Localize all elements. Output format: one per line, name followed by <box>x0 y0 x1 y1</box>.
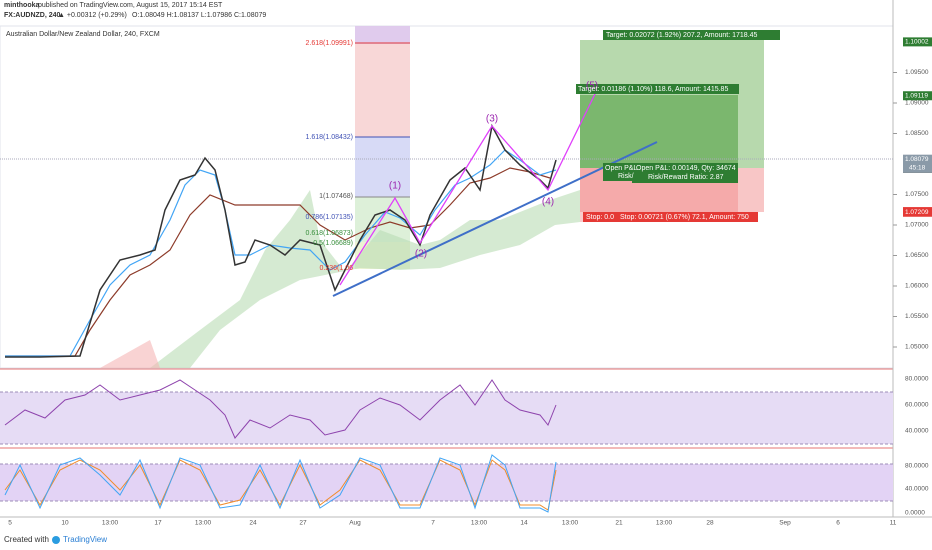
stoch-axis-label: 80.0000 <box>905 463 929 470</box>
wave-label: (4) <box>542 197 554 208</box>
countdown: 45:18 <box>909 165 926 172</box>
footer-brand: TradingView <box>63 535 107 544</box>
stoch-axis-label: 0.0000 <box>905 510 925 517</box>
target-label-box <box>603 30 780 40</box>
price-tick-label: 1.09500 <box>905 69 929 76</box>
price-tick-label: 1.06000 <box>905 283 929 290</box>
time-tick-label: Aug <box>349 520 361 527</box>
wave-label: (5) <box>586 81 598 92</box>
stoch-axis-label: 40.0000 <box>905 486 929 493</box>
fib-label: 0.5(1.06689) <box>313 240 353 247</box>
pnl-box <box>603 163 633 181</box>
price-marker-label: 1.08079 <box>905 156 929 163</box>
price-line <box>5 123 557 358</box>
ichimoku-cloud <box>100 340 160 368</box>
fib-label: 2.618(1.09991) <box>306 40 353 47</box>
fib-label: 0.786(1.07135) <box>306 214 353 221</box>
wave-label: (3) <box>486 114 498 125</box>
price-marker <box>903 37 932 47</box>
time-tick-label: 17 <box>154 520 162 527</box>
published: published on TradingView.com, August 15,… <box>38 2 223 9</box>
stoch-k <box>4 454 557 513</box>
rsi-line <box>4 379 557 439</box>
price-tick-label: 1.07500 <box>905 191 929 198</box>
stoch-band <box>0 464 893 501</box>
target-zone <box>580 95 738 168</box>
time-tick-label: 13:00 <box>562 520 579 527</box>
time-tick-label: 24 <box>249 520 257 527</box>
ohlc: O:1.08049 H:1.08137 L:1.07986 C:1.08079 <box>132 12 266 19</box>
price-marker <box>903 154 932 164</box>
logo <box>52 536 60 544</box>
time-tick-label: 11 <box>890 520 897 527</box>
rsi-axis-label: 60.0000 <box>905 402 929 409</box>
instrument: Australian Dollar/New Zealand Dollar, 24… <box>6 31 160 38</box>
time-tick-label: 7 <box>431 520 435 527</box>
price-tick-label: 1.07000 <box>905 222 929 229</box>
pnl-label: Open P&L: 0.00149, Qty: 34674 <box>636 165 736 172</box>
price-marker <box>903 207 932 217</box>
time-tick-label: 6 <box>836 520 840 527</box>
stop-label: Stop: 0.00721 (0.67%) 72.1, Amount: 750 <box>620 214 749 221</box>
time-tick-label: 13:00 <box>102 520 119 527</box>
time-tick-label: 5 <box>8 520 12 527</box>
time-tick-label: 28 <box>706 520 714 527</box>
countdown-box <box>903 163 932 173</box>
rr-label: Risk/Reward Ratio: 2.87 <box>648 174 724 181</box>
pnl-box <box>632 163 738 183</box>
fib-label: 1(1.07468) <box>319 193 353 200</box>
time-tick-label: 10 <box>61 520 69 527</box>
price-marker <box>903 91 932 101</box>
wave-lines <box>339 91 597 286</box>
target-label-box <box>576 84 739 94</box>
time-tick-label: 13:00 <box>195 520 212 527</box>
symbol: FX:AUDNZD, 240 <box>4 12 61 19</box>
rr-label: Risk/ <box>618 173 634 180</box>
price-tick-label: 1.09000 <box>905 100 929 107</box>
fib-label: 1.618(1.08432) <box>306 134 353 141</box>
rsi-band <box>0 392 893 444</box>
fib-label: 0.618(1.06873) <box>306 230 353 237</box>
price-tick-label: 1.05000 <box>905 344 929 351</box>
price-marker-label: 1.09119 <box>905 92 928 99</box>
target-label: Target: 0.02072 (1.92%) 207.2, Amount: 1… <box>606 32 757 39</box>
price-tick-label: 1.08500 <box>905 130 929 137</box>
rsi-axis-label: 40.0000 <box>905 428 929 435</box>
fib-label: 0.236(1.06 <box>320 265 354 272</box>
wave-label: (2) <box>415 249 427 260</box>
ichimoku-cloud <box>150 190 580 368</box>
wave-label: (1) <box>389 181 401 192</box>
stop-label-box <box>583 212 617 222</box>
time-tick-label: Sep <box>779 520 791 527</box>
price-marker-label: 1.10002 <box>905 39 929 46</box>
fib-zone <box>355 137 410 197</box>
time-tick-label: 21 <box>615 520 623 527</box>
pnl-label: Open P&L <box>605 165 637 172</box>
rsi-axis-label: 80.0000 <box>905 376 929 383</box>
baseline <box>5 167 551 357</box>
conversion-line <box>5 149 557 357</box>
target-label: Target: 0.01186 (1.10%) 118.6, Amount: 1… <box>578 86 728 93</box>
time-tick-label: 14 <box>520 520 528 527</box>
time-tick-label: 13:00 <box>471 520 488 527</box>
fib-zone <box>355 26 410 44</box>
footer-created: Created with <box>4 535 49 544</box>
price-tick-label: 1.05500 <box>905 313 929 320</box>
stop-label: Stop: 0.0 <box>586 214 614 221</box>
change: ▲ +0.00312 (+0.29%) <box>58 12 127 19</box>
time-tick-label: 27 <box>299 520 307 527</box>
price-marker-label: 1.07209 <box>905 209 929 216</box>
time-tick-label: 13:00 <box>656 520 673 527</box>
price-tick-label: 1.06500 <box>905 252 929 259</box>
fib-zone <box>355 26 410 137</box>
stoch-d <box>4 459 557 511</box>
stop-label-box <box>616 212 758 222</box>
author: minthooka <box>4 2 39 9</box>
